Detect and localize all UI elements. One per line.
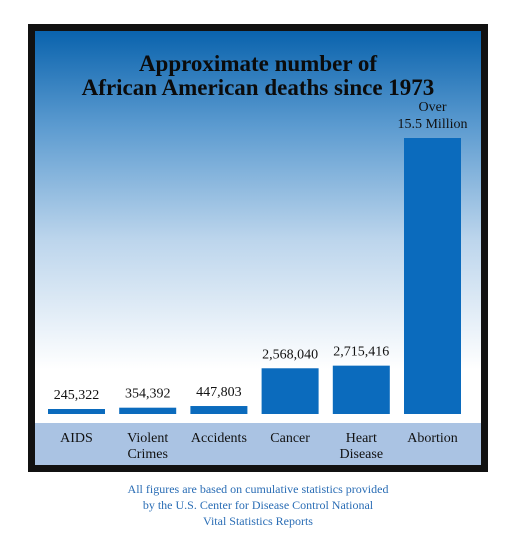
chart-title-line-1: Approximate number of: [138, 51, 378, 76]
footnote-line-1: All figures are based on cumulative stat…: [127, 482, 389, 496]
data-label-6-line-1: Over: [419, 100, 447, 115]
category-label-2-line-2: Crimes: [127, 447, 167, 462]
bar-6: [404, 138, 461, 414]
data-label-4-line-1: 2,568,040: [262, 347, 318, 362]
category-label-4-line-1: Cancer: [270, 431, 310, 446]
data-label-6-line-2: 15.5 Million: [397, 117, 467, 132]
category-label-6-line-1: Abortion: [407, 431, 458, 446]
source-footnote: All figures are based on cumulative stat…: [60, 481, 456, 529]
chart-title-line-2: African American deaths since 1973: [81, 75, 435, 100]
footnote-line-3: Vital Statistics Reports: [203, 514, 313, 528]
bar-3: [190, 406, 248, 414]
category-axis-band: [35, 423, 481, 465]
footnote-line-2: by the U.S. Center for Disease Control N…: [142, 498, 374, 512]
bar-2: [119, 407, 177, 414]
data-label-5-line-1: 2,715,416: [333, 345, 389, 360]
data-label-1-line-1: 245,322: [54, 388, 100, 403]
category-label-2-line-1: Violent: [127, 431, 168, 446]
category-label-5-line-1: Heart: [346, 431, 377, 446]
chart-title: Approximate number of African American d…: [35, 52, 481, 100]
data-label-2-line-1: 354,392: [125, 387, 171, 402]
category-label-5-line-2: Disease: [340, 447, 384, 462]
category-label-1-line-1: AIDS: [60, 431, 93, 446]
bar-4: [261, 368, 319, 414]
data-label-3-line-1: 447,803: [196, 385, 242, 400]
category-label-3-line-1: Accidents: [191, 431, 247, 446]
bar-1: [48, 409, 105, 414]
bar-5: [332, 365, 390, 414]
